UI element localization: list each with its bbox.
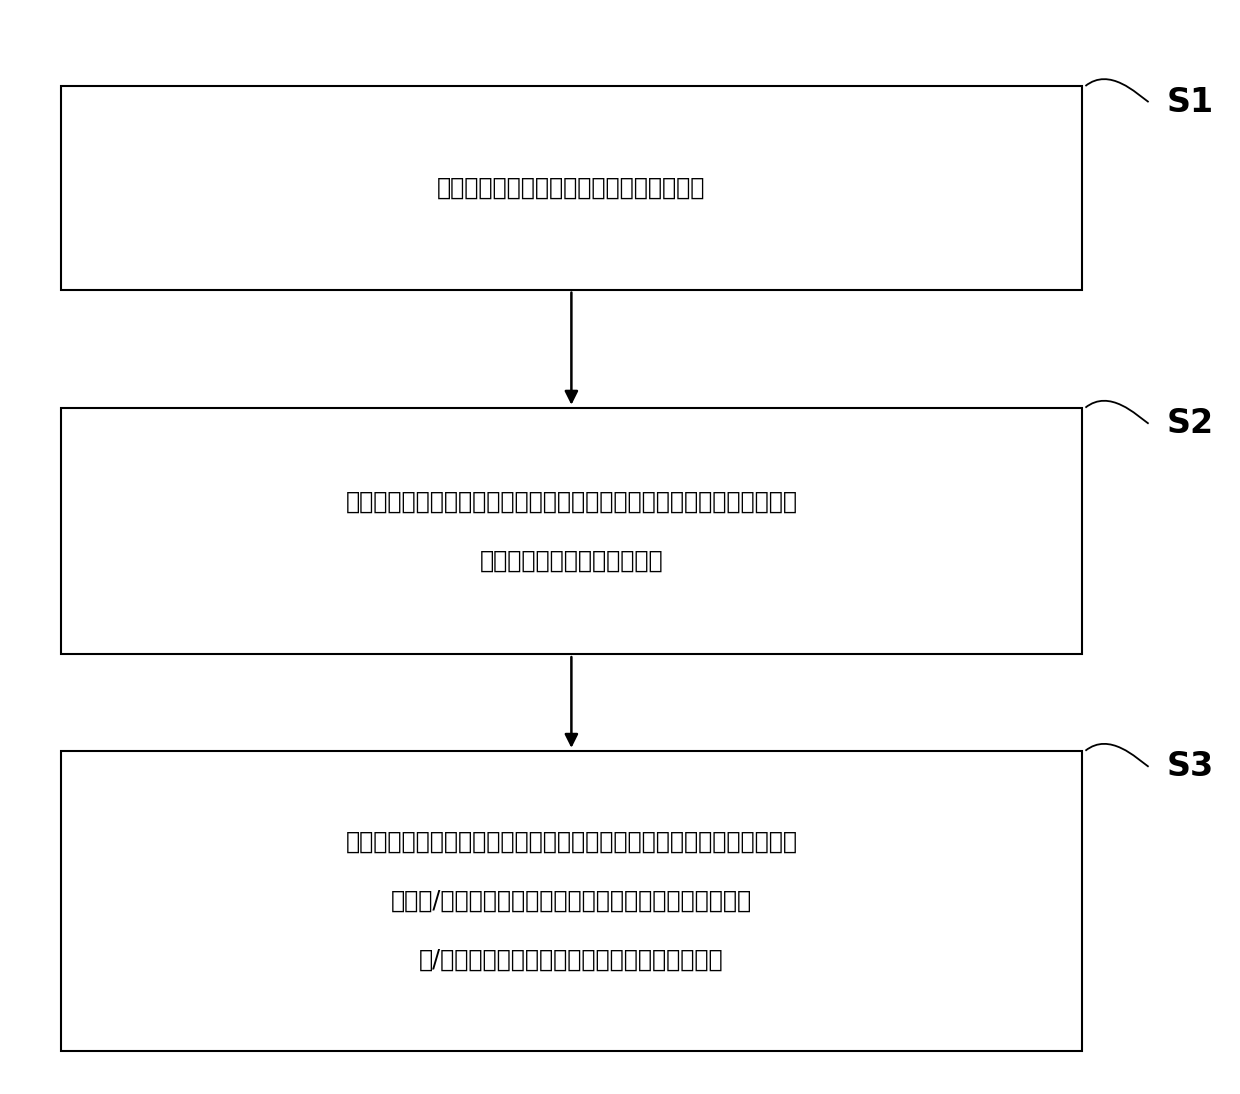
Text: S3: S3 — [1167, 750, 1214, 783]
Bar — [61, 750, 1081, 1051]
Text: S1: S1 — [1167, 85, 1214, 118]
Text: 图像采集设备采集方管横截面的图片并保存: 图像采集设备采集方管横截面的图片并保存 — [438, 176, 706, 200]
Text: 长度和/或焊缝的轮廓总面积，根据图片中焊缝的轮廓长度: 长度和/或焊缝的轮廓总面积，根据图片中焊缝的轮廓长度 — [391, 888, 751, 912]
Text: S2: S2 — [1167, 407, 1214, 440]
Text: 图像处理设备将采集的图片等分为九块并对其进行编号，并选取至少四个: 图像处理设备将采集的图片等分为九块并对其进行编号，并选取至少四个 — [346, 489, 797, 513]
Text: 包含内部侧面的图片分别保存: 包含内部侧面的图片分别保存 — [480, 548, 663, 572]
Text: 和/或焊缝的轮廓总面积确定焊缝所在图片的编号: 和/或焊缝的轮廓总面积确定焊缝所在图片的编号 — [419, 947, 724, 971]
Bar — [61, 408, 1081, 654]
Text: 图像处理设备分别获取选取的至少四个包含内部侧面的图片中焊缝的轮廓: 图像处理设备分别获取选取的至少四个包含内部侧面的图片中焊缝的轮廓 — [346, 830, 797, 853]
Bar — [61, 86, 1081, 290]
